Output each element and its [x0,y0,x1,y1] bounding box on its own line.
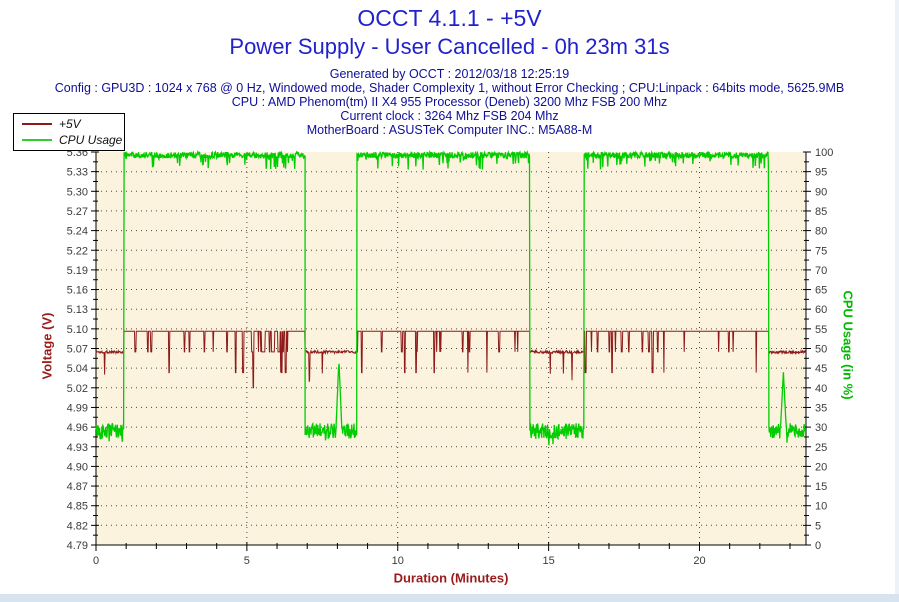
svg-text:5.30: 5.30 [67,186,88,198]
x-axis-title: Duration (Minutes) [393,570,509,586]
legend-line-sample-cpu [22,139,52,142]
svg-text:15: 15 [815,481,827,493]
svg-text:20: 20 [693,555,705,567]
svg-text:90: 90 [815,186,827,198]
svg-text:5: 5 [815,520,821,532]
svg-text:5.13: 5.13 [67,304,88,316]
legend-line-sample-5v [22,122,52,125]
report-config-line: Config : GPU3D : 1024 x 768 @ 0 Hz, Wind… [54,81,845,95]
svg-text:4.99: 4.99 [67,402,88,414]
report-motherboard-line: MotherBoard : ASUSTeK Computer INC.: M5A… [306,123,593,137]
window-right-edge [895,0,899,594]
svg-text:5.10: 5.10 [67,324,88,336]
svg-text:4.85: 4.85 [67,501,88,513]
svg-text:45: 45 [815,363,827,375]
chart-legend: +5V CPU Usage [13,113,125,151]
legend-label-5v: +5V [59,116,81,131]
svg-text:5.19: 5.19 [67,265,88,277]
svg-text:4.90: 4.90 [67,461,88,473]
svg-text:10: 10 [392,555,404,567]
svg-text:5.24: 5.24 [67,226,88,238]
legend-label-cpu: CPU Usage [59,133,123,148]
report-generated-line: Generated by OCCT : 2012/03/18 12:25:19 [329,67,570,81]
svg-text:15: 15 [542,555,554,567]
svg-text:95: 95 [815,167,827,179]
svg-text:10: 10 [815,501,827,513]
svg-text:0: 0 [815,540,821,552]
svg-text:5: 5 [244,555,250,567]
svg-text:5.02: 5.02 [67,383,88,395]
legend-item-5v: +5V [14,117,124,131]
report-subtitle: Power Supply - User Cancelled - 0h 23m 3… [229,34,670,59]
report-clock-line: Current clock : 3264 Mhz FSB 204 Mhz [340,109,559,123]
svg-text:25: 25 [815,442,827,454]
window-bottom-edge [0,594,899,602]
svg-text:80: 80 [815,226,827,238]
svg-text:5.22: 5.22 [67,245,88,257]
svg-text:4.87: 4.87 [67,481,88,493]
svg-text:75: 75 [815,245,827,257]
svg-text:55: 55 [815,324,827,336]
svg-text:20: 20 [815,461,827,473]
svg-text:65: 65 [815,285,827,297]
svg-text:5.16: 5.16 [67,285,88,297]
svg-text:5.33: 5.33 [67,167,88,179]
svg-text:0: 0 [93,555,99,567]
svg-text:4.93: 4.93 [67,442,88,454]
svg-text:5.07: 5.07 [67,344,88,356]
svg-text:70: 70 [815,265,827,277]
svg-text:4.82: 4.82 [67,520,88,532]
svg-text:5.27: 5.27 [67,206,88,218]
svg-text:4.96: 4.96 [67,422,88,434]
svg-text:40: 40 [815,383,827,395]
svg-text:5.04: 5.04 [67,363,88,375]
report-cpu-line: CPU : AMD Phenom(tm) II X4 955 Processor… [231,95,668,109]
svg-text:4.79: 4.79 [67,540,88,552]
svg-text:35: 35 [815,402,827,414]
svg-text:30: 30 [815,422,827,434]
svg-text:85: 85 [815,206,827,218]
legend-item-cpu-usage: CPU Usage [14,133,124,147]
svg-text:60: 60 [815,304,827,316]
report-title: OCCT 4.1.1 - +5V [357,5,542,31]
svg-text:100: 100 [815,147,833,159]
svg-text:50: 50 [815,344,827,356]
